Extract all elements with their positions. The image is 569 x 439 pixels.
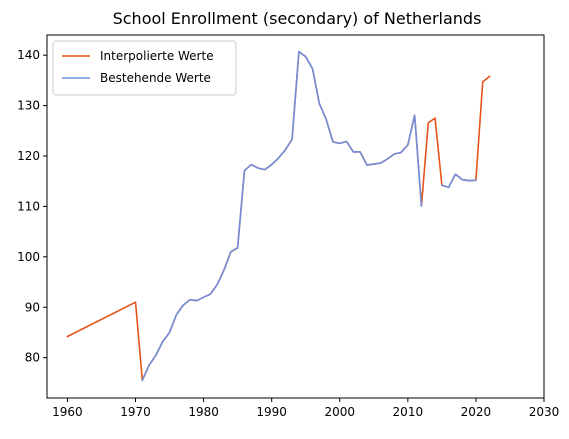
- x-tick-label: 1970: [120, 405, 151, 419]
- y-tick-label: 100: [17, 250, 40, 264]
- y-tick-label: 130: [17, 99, 40, 113]
- series-line-bestehende-werte-2: [440, 173, 477, 189]
- chart-title: School Enrollment (secondary) of Netherl…: [113, 9, 482, 28]
- x-tick-label: 1960: [52, 405, 83, 419]
- legend-box: [52, 40, 237, 96]
- y-tick-label: 110: [17, 199, 40, 213]
- legend-label-interpolierte-werte: Interpolierte Werte: [100, 49, 214, 63]
- y-tick-label: 120: [17, 149, 40, 163]
- x-tick-label: 2030: [529, 405, 560, 419]
- x-tick-label: 2000: [324, 405, 355, 419]
- x-tick-label: 1980: [188, 405, 219, 419]
- series-layer: [66, 50, 491, 382]
- y-tick-label: 140: [17, 48, 40, 62]
- x-axis: 1960 1970 1980 1990 2000 2010 2020 2030: [52, 398, 559, 419]
- y-tick-label: 90: [25, 300, 40, 314]
- y-tick-label: 80: [25, 351, 40, 365]
- series-line-interpolierte-werte: [66, 50, 491, 382]
- plot-frame: [46, 34, 545, 399]
- y-axis: 80 90 100 110 120 130 140: [17, 48, 47, 365]
- x-tick-label: 2020: [461, 405, 492, 419]
- series-line-bestehende-werte-1: [141, 50, 423, 382]
- x-tick-label: 1990: [256, 405, 287, 419]
- legend-label-bestehende-werte: Bestehende Werte: [100, 71, 211, 85]
- x-tick-label: 2010: [393, 405, 424, 419]
- legend: Interpolierte Werte Bestehende Werte: [52, 40, 237, 96]
